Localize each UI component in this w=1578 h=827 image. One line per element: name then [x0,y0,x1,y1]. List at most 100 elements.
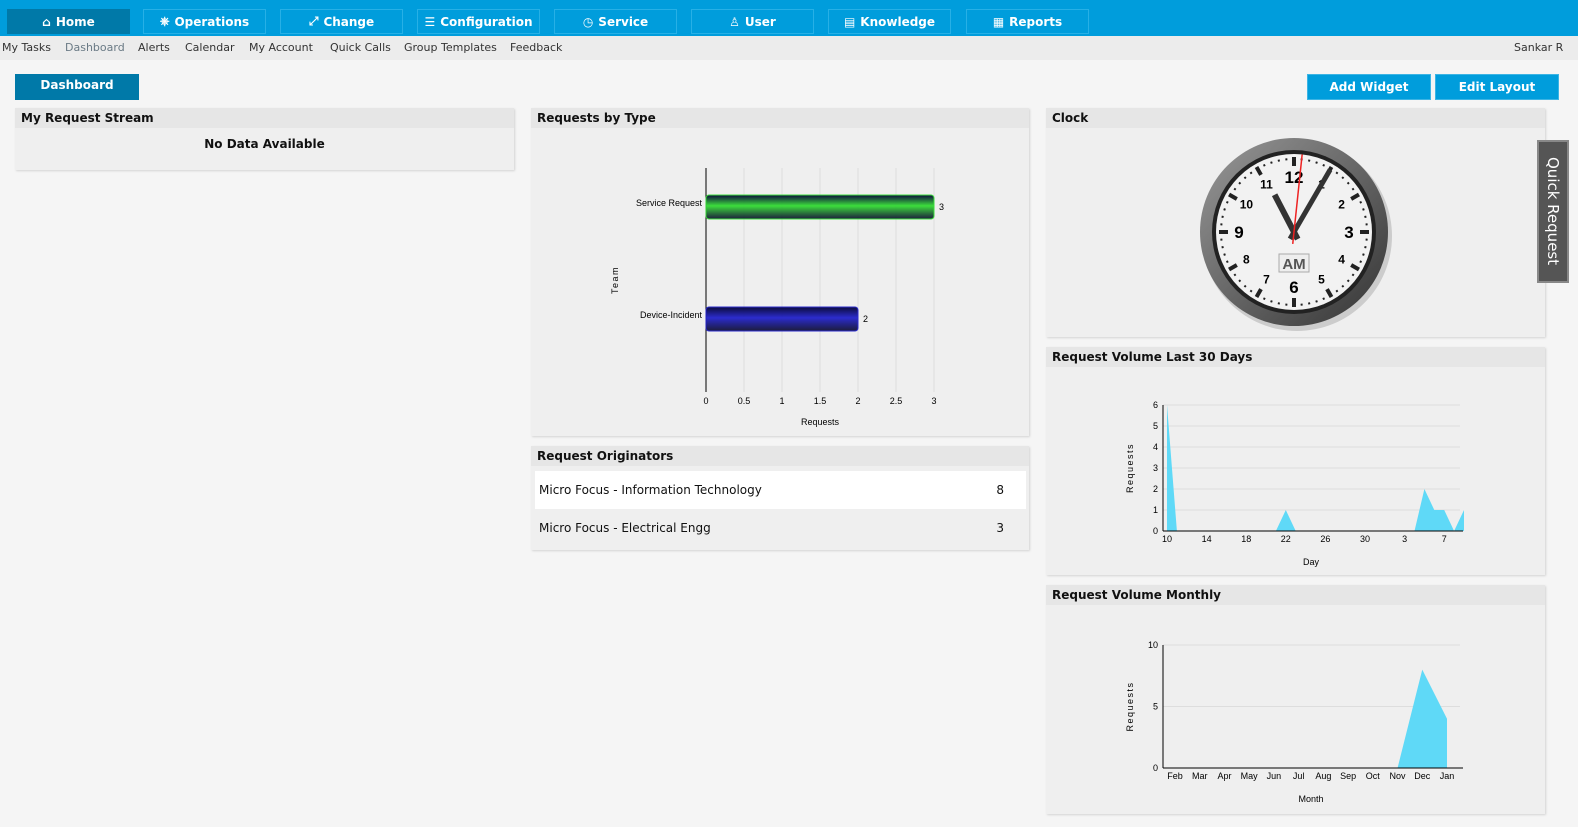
x-tick-label: Oct [1366,771,1381,781]
clock-tick [1262,297,1266,301]
widget-title: Request Originators [531,446,1029,466]
tab-operations[interactable]: ⎈ Operations [143,9,266,34]
clock-tick [1325,288,1334,298]
clock-tick [1307,158,1311,162]
y-tick-label: 4 [1153,442,1158,452]
widget-title: Requests by Type [531,108,1029,128]
request-stream-widget: My Request Stream No Data Available [15,108,514,170]
area-series [1167,405,1464,531]
y-tick-label: 1 [1153,505,1158,515]
y-tick-label: 0 [1153,763,1158,773]
clock-tick [1322,163,1326,167]
user-name[interactable]: Sankar R [1514,41,1564,54]
clock-tick [1262,163,1266,167]
clock-number: 11 [1260,177,1273,191]
clock-tick [1254,166,1263,176]
clock-tick [1228,263,1238,272]
subnav-alerts[interactable]: Alerts [138,41,170,54]
tab-reports[interactable]: ▦ Reports [966,9,1089,34]
x-tick-label: Jun [1267,771,1282,781]
x-axis-label: Month [1298,794,1323,804]
report-icon: ▦ [992,14,1005,29]
quick-request-tab[interactable]: Quick Request [1537,140,1569,283]
add-widget-button[interactable]: Add Widget [1307,74,1431,100]
clock-tick [1237,279,1242,283]
clock-tick [1225,260,1229,264]
clock-number: 10 [1240,198,1254,212]
tab-home[interactable]: ⌂ Home [7,9,130,34]
clock-tick [1222,253,1226,257]
x-tick-label: 2.5 [890,396,903,406]
tab-knowledge[interactable]: ▤ Knowledge [828,9,951,34]
clock-number: 7 [1263,273,1270,287]
dashboard-button[interactable]: Dashboard [15,74,139,100]
clock-tick [1315,160,1319,164]
x-tick-label: Mar [1192,771,1208,781]
y-tick-label: 6 [1153,400,1158,410]
widget-title: My Request Stream [15,108,514,128]
tab-change[interactable]: ⤢ Change [280,9,403,34]
widget-title: Clock [1046,108,1545,128]
x-tick-label: Aug [1315,771,1331,781]
subnav-quick-calls[interactable]: Quick Calls [330,41,391,54]
sub-nav: My Tasks Dashboard Alerts Calendar My Ac… [0,36,1578,60]
y-tick-label: 3 [1153,463,1158,473]
clock-tick [1362,253,1366,257]
subnav-dashboard[interactable]: Dashboard [65,41,125,54]
clock-tick [1243,284,1247,289]
clock-tick [1351,187,1356,191]
subnav-my-account[interactable]: My Account [249,41,313,54]
tab-user[interactable]: ♙ User [691,9,814,34]
x-tick-label: Sep [1340,771,1356,781]
bar [705,194,935,220]
x-tick-label: 3 [931,396,936,406]
clock-tick [1335,289,1339,294]
clock-tick [1269,160,1273,164]
x-tick-label: 30 [1360,534,1370,544]
clock-number: 5 [1318,273,1325,287]
y-tick-label: 5 [1153,421,1158,431]
x-axis-label: Requests [801,417,840,427]
widget-title: Request Volume Last 30 Days [1046,347,1545,367]
clock-number: 8 [1243,253,1250,267]
tab-configuration[interactable]: ☰ Configuration [417,9,540,34]
clock-number: 9 [1234,223,1243,242]
sliders-icon: ☰ [424,14,436,29]
area-chart-30-days: 0 1 2 3 4 5 6 10 14 18 22 26 30 3 7 Day Requests [1125,400,1464,567]
x-tick-label: May [1241,771,1259,781]
subnav-calendar[interactable]: Calendar [185,41,235,54]
clock-number: 4 [1338,253,1345,267]
x-tick-label: 1 [779,396,784,406]
originator-row[interactable]: Micro Focus - Electrical Engg 3 [539,521,1004,535]
edit-layout-button[interactable]: Edit Layout [1435,74,1559,100]
widget-title: Request Volume Monthly [1046,585,1545,605]
area-chart-monthly: 0 5 10 Feb Mar Apr May Jun Jul Aug Sep Oct Nov Dec Jan… [1125,640,1463,804]
tab-service[interactable]: ◷ Service [554,9,677,34]
originator-row[interactable]: Micro Focus - Information Technology 8 [535,471,1026,509]
subnav-group-templates[interactable]: Group Templates [404,41,497,54]
x-tick-label: Feb [1167,771,1183,781]
x-axis-label: Day [1303,557,1320,567]
clock-tick [1228,192,1238,201]
y-axis-label: Requests [1125,681,1135,731]
x-tick-label: 1.5 [814,396,827,406]
clock-number: 3 [1344,223,1353,242]
y-tick-label: 10 [1148,640,1158,650]
x-tick-label: 18 [1241,534,1251,544]
clock-tick [1232,187,1237,191]
clock-tick [1237,181,1242,185]
clock-tick [1346,181,1351,185]
request-originators-widget: Request Originators Micro Focus - Inform… [531,446,1029,550]
clock-tick [1220,215,1224,219]
subnav-my-tasks[interactable]: My Tasks [2,41,51,54]
clock-tick [1359,260,1363,264]
requests-by-type-widget: Requests by Type 0 0.5 1 1.5 2 2.5 3 Service Re… [531,108,1029,436]
meridiem-label: AM [1282,256,1305,273]
meridiem-box [1278,253,1310,273]
clock-tick [1350,263,1360,272]
clock-tick [1220,245,1224,249]
y-tick-label: 2 [1153,484,1158,494]
subnav-feedback[interactable]: Feedback [510,41,563,54]
data-label: 2 [863,314,868,324]
y-tick-label: 0 [1153,526,1158,536]
